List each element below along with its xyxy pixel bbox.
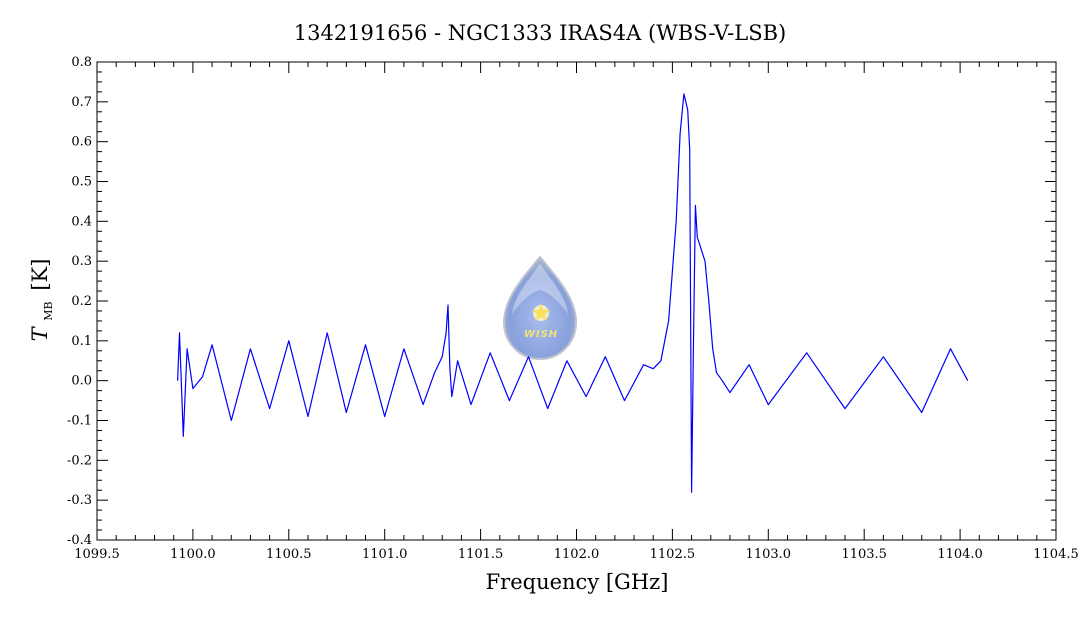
y-tick-label: -0.3: [67, 493, 92, 508]
y-tick-label: 0.2: [71, 294, 92, 309]
y-tick-label: 0.7: [71, 95, 92, 110]
star-icon: [532, 303, 550, 321]
y-tick-label: 0.5: [71, 175, 92, 190]
x-tick-label: 1104.0: [937, 547, 983, 562]
plot-area: [177, 93, 969, 493]
axis-ticks: 1099.5 1100.0 1100.5 1101.0 1101.5 1102.0 1102…: [67, 55, 1079, 562]
y-tick-label: 0.1: [71, 334, 92, 349]
x-tick-label: 1102.0: [554, 547, 600, 562]
x-tick-label: 1101.5: [458, 547, 504, 562]
x-tick-label: 1103.0: [746, 547, 792, 562]
wish-logo: WISH: [502, 255, 578, 361]
x-tick-label: 1100.0: [170, 547, 216, 562]
x-tick-label: 1102.5: [650, 547, 696, 562]
x-tick-label: 1101.0: [362, 547, 408, 562]
drop-highlight-icon: [512, 264, 568, 314]
y-tick-label: -0.1: [67, 414, 92, 429]
y-tick-label: 0.0: [71, 374, 92, 389]
svg-text:T MB [K]: T MB [K]: [28, 259, 57, 342]
y-tick-label: 0.3: [71, 254, 92, 269]
chart-title: 1342191656 - NGC1333 IRAS4A (WBS-V-LSB): [294, 21, 786, 45]
y-tick-label: -0.4: [67, 533, 92, 548]
x-tick-label: 1099.5: [74, 547, 120, 562]
x-tick-label: 1100.5: [266, 547, 312, 562]
y-axis-label-unit: [K]: [28, 259, 52, 291]
y-tick-label: 0.6: [71, 135, 92, 150]
x-tick-label: 1104.5: [1033, 547, 1079, 562]
y-axis-label: T MB [K]: [28, 259, 57, 342]
y-tick-label: 0.4: [71, 214, 92, 229]
y-tick-label: -0.2: [67, 453, 92, 468]
y-axis-label-symbol: T: [28, 325, 52, 341]
y-axis-label-subscript: MB: [42, 301, 55, 320]
wish-logo-text: WISH: [524, 329, 558, 340]
x-axis-label: Frequency [GHz]: [486, 570, 669, 594]
y-tick-label: 0.8: [71, 55, 92, 70]
x-tick-label: 1103.5: [841, 547, 887, 562]
spectrum-series-line: [177, 93, 969, 493]
